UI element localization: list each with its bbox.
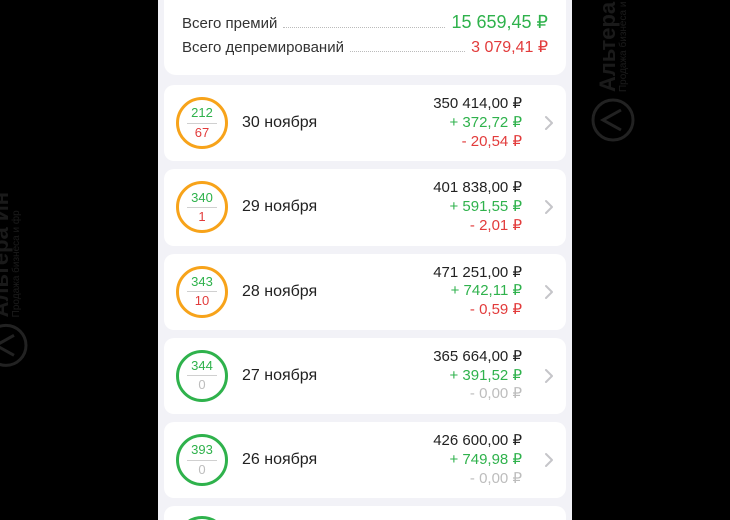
- badge-top-count: 344: [191, 359, 213, 373]
- amount-minus: - 0,00 ₽: [433, 470, 522, 489]
- badge-divider: [187, 207, 217, 208]
- day-date: 30 ноября: [242, 114, 419, 132]
- summary-bonus-value: 15 659,45 ₽: [451, 12, 548, 33]
- badge-divider: [187, 460, 217, 461]
- chevron-right-icon: [542, 199, 556, 215]
- badge-top-count: 393: [191, 443, 213, 457]
- badge-divider: [187, 123, 217, 124]
- badge-divider: [187, 375, 217, 376]
- watermark-logo-icon: [0, 323, 28, 367]
- day-amounts: 426 600,00 ₽+ 749,98 ₽- 0,00 ₽: [433, 432, 522, 488]
- day-row[interactable]: 2126730 ноября350 414,00 ₽+ 372,72 ₽- 20…: [164, 85, 566, 161]
- amount-main: 471 251,00 ₽: [433, 264, 522, 283]
- day-list: 2126730 ноября350 414,00 ₽+ 372,72 ₽- 20…: [164, 85, 566, 520]
- badge-bottom-count: 67: [195, 126, 209, 140]
- count-badge: 3440: [176, 350, 228, 402]
- amount-minus: - 20,54 ₽: [433, 133, 522, 152]
- day-row[interactable]: 344027 ноября365 664,00 ₽+ 391,52 ₽- 0,0…: [164, 338, 566, 414]
- dots-filler: [350, 51, 465, 52]
- day-date: 26 ноября: [242, 451, 419, 469]
- summary-penalty-label: Всего депремирований: [182, 39, 344, 56]
- watermark-left: Альтера Ин Продажа бизнеса и фр: [0, 192, 28, 367]
- count-badge: 21267: [176, 97, 228, 149]
- chevron-right-icon: [542, 115, 556, 131]
- badge-divider: [187, 291, 217, 292]
- badge-top-count: 212: [191, 106, 213, 120]
- count-badge: 3401: [176, 181, 228, 233]
- day-row[interactable]: 340129 ноября401 838,00 ₽+ 591,55 ₽- 2,0…: [164, 169, 566, 245]
- badge-bottom-count: 0: [198, 378, 205, 392]
- badge-top-count: 340: [191, 191, 213, 205]
- chevron-right-icon: [542, 452, 556, 468]
- amount-plus: + 591,55 ₽: [433, 198, 522, 217]
- watermark-sub: Продажа бизнеса и фр: [12, 192, 22, 317]
- amount-minus: - 2,01 ₽: [433, 217, 522, 236]
- day-row[interactable]: 393026 ноября426 600,00 ₽+ 749,98 ₽- 0,0…: [164, 422, 566, 498]
- summary-penalty-value: 3 079,41 ₽: [471, 37, 548, 57]
- day-row[interactable]: 3431028 ноября471 251,00 ₽+ 742,11 ₽- 0,…: [164, 254, 566, 330]
- watermark-right: Альтера Продажа бизнеса и фр: [591, 0, 635, 142]
- badge-bottom-count: 0: [198, 463, 205, 477]
- day-row[interactable]: 387 079,00 ₽: [164, 506, 566, 520]
- chevron-right-icon: [542, 284, 556, 300]
- watermark-brand: Альтера Ин: [0, 192, 12, 317]
- amount-main: 365 664,00 ₽: [433, 348, 522, 367]
- amount-plus: + 372,72 ₽: [433, 114, 522, 133]
- watermark-logo-icon: [591, 98, 635, 142]
- day-date: 27 ноября: [242, 367, 419, 385]
- summary-card: Всего премий 15 659,45 ₽ Всего депремиро…: [164, 0, 566, 75]
- stage: Альтера Ин Продажа бизнеса и фр Альтера …: [0, 0, 730, 520]
- day-amounts: 471 251,00 ₽+ 742,11 ₽- 0,59 ₽: [433, 264, 522, 320]
- amount-main: 350 414,00 ₽: [433, 95, 522, 114]
- badge-bottom-count: 1: [198, 210, 205, 224]
- amount-plus: + 749,98 ₽: [433, 451, 522, 470]
- badge-bottom-count: 10: [195, 294, 209, 308]
- count-badge: 34310: [176, 266, 228, 318]
- dots-filler: [283, 27, 445, 28]
- amount-main: 426 600,00 ₽: [433, 432, 522, 451]
- app-screen: Всего премий 15 659,45 ₽ Всего депремиро…: [158, 0, 572, 520]
- amount-plus: + 742,11 ₽: [433, 282, 522, 301]
- badge-top-count: 343: [191, 275, 213, 289]
- day-date: 28 ноября: [242, 283, 419, 301]
- summary-row-penalty: Всего депремирований 3 079,41 ₽: [182, 37, 548, 57]
- summary-bonus-label: Всего премий: [182, 15, 277, 32]
- amount-minus: - 0,59 ₽: [433, 301, 522, 320]
- day-amounts: 365 664,00 ₽+ 391,52 ₽- 0,00 ₽: [433, 348, 522, 404]
- amount-plus: + 391,52 ₽: [433, 367, 522, 386]
- day-amounts: 401 838,00 ₽+ 591,55 ₽- 2,01 ₽: [433, 179, 522, 235]
- amount-main: 401 838,00 ₽: [433, 179, 522, 198]
- day-date: 29 ноября: [242, 198, 419, 216]
- day-amounts: 350 414,00 ₽+ 372,72 ₽- 20,54 ₽: [433, 95, 522, 151]
- amount-minus: - 0,00 ₽: [433, 385, 522, 404]
- count-badge: [176, 516, 228, 520]
- count-badge: 3930: [176, 434, 228, 486]
- chevron-right-icon: [542, 368, 556, 384]
- summary-row-bonus: Всего премий 15 659,45 ₽: [182, 12, 548, 33]
- watermark-brand: Альтера: [597, 0, 619, 92]
- watermark-sub: Продажа бизнеса и фр: [619, 0, 629, 92]
